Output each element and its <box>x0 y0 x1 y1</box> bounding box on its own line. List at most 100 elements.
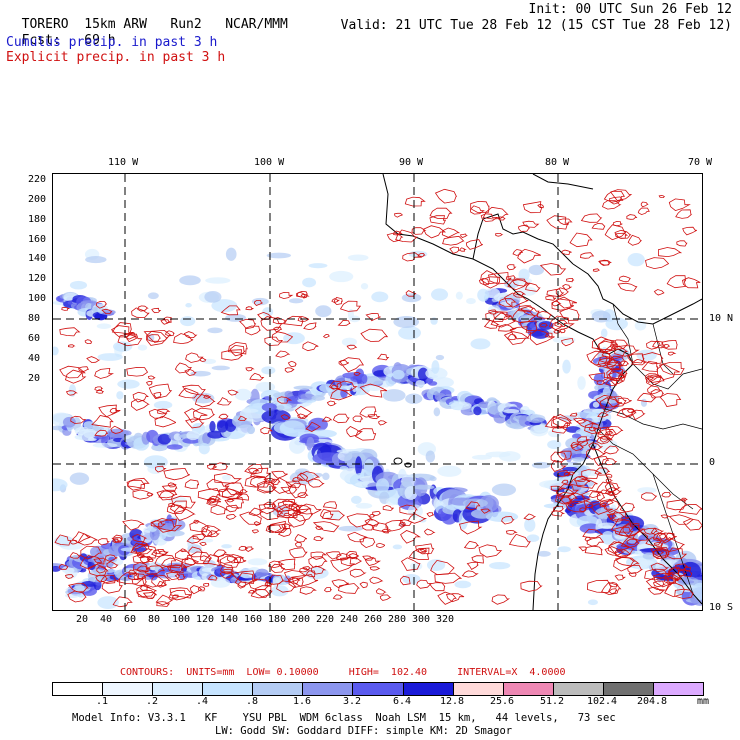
cumulus-precip-blob <box>311 395 325 401</box>
explicit-precip-contour <box>563 471 571 477</box>
cumulus-precip-blob <box>157 433 171 445</box>
explicit-precip-contour <box>133 573 147 581</box>
lon-label-80w: 80 W <box>545 157 570 168</box>
explicit-precip-contour <box>604 546 625 556</box>
explicit-precip-contour <box>678 569 693 578</box>
cumulus-precip-blob <box>425 450 436 463</box>
explicit-precip-contour <box>581 469 602 479</box>
explicit-precip-contour <box>218 413 229 420</box>
explicit-precip-contour <box>100 574 116 584</box>
colorbar-label: 204.8 <box>636 696 668 707</box>
explicit-precip-contour <box>333 296 343 306</box>
explicit-precip-contour <box>339 300 362 312</box>
explicit-precip-contour <box>557 495 565 500</box>
explicit-precip-contour <box>442 235 465 246</box>
explicit-precip-contour <box>365 313 381 322</box>
cumulus-precip-blob <box>627 253 645 267</box>
lon-label-90w: 90 W <box>399 157 424 168</box>
explicit-precip-contour <box>238 545 249 551</box>
explicit-precip-contour <box>87 563 109 577</box>
explicit-precip-contour <box>199 542 207 547</box>
explicit-precip-contour <box>339 357 365 373</box>
explicit-precip-contour <box>155 594 175 606</box>
explicit-precip-contour <box>213 549 228 558</box>
explicit-precip-contour <box>156 490 175 501</box>
y-grid-label: 200 <box>28 193 47 205</box>
cumulus-precip-blob <box>143 455 168 469</box>
explicit-precip-contour <box>666 547 688 560</box>
explicit-precip-contour <box>551 300 562 307</box>
explicit-precip-contour <box>661 492 672 498</box>
explicit-precip-contour <box>184 418 205 429</box>
explicit-precip-contour <box>552 414 573 428</box>
explicit-precip-contour <box>643 527 658 535</box>
explicit-precip-contour <box>359 537 376 549</box>
x-grid-label: 240 <box>340 614 359 625</box>
x-grid-label: 160 <box>244 614 263 625</box>
explicit-precip-contour <box>168 589 192 601</box>
cumulus-precip-blob <box>454 580 472 589</box>
explicit-precip-contour <box>289 547 308 559</box>
explicit-precip-contour <box>201 528 213 537</box>
explicit-precip-contour <box>158 518 183 532</box>
explicit-precip-contour <box>437 591 457 605</box>
explicit-precip-contour <box>190 551 213 565</box>
explicit-precip-contour <box>576 418 597 429</box>
explicit-precip-contour <box>620 536 640 548</box>
explicit-precip-contour <box>614 548 632 558</box>
explicit-precip-contour <box>58 563 69 570</box>
explicit-precip-contour <box>381 528 392 534</box>
explicit-precip-contour <box>495 233 504 237</box>
cumulus-precip-blob <box>186 430 200 441</box>
explicit-precip-contour <box>110 425 124 434</box>
explicit-precip-contour <box>106 561 119 569</box>
explicit-precip-contour <box>287 482 308 499</box>
cumulus-precip-blob <box>435 354 445 361</box>
cumulus-precip-blob <box>398 326 422 340</box>
explicit-precip-contour <box>652 340 666 349</box>
explicit-precip-contour <box>608 513 617 519</box>
explicit-precip-contour <box>180 548 188 553</box>
explicit-precip-contour <box>579 507 587 512</box>
explicit-precip-contour <box>678 504 702 515</box>
explicit-precip-contour <box>206 530 220 538</box>
explicit-precip-contour <box>586 447 606 460</box>
y-grid-label: 140 <box>28 253 47 265</box>
cumulus-precip-blob <box>528 264 545 276</box>
explicit-precip-contour <box>340 556 362 567</box>
explicit-precip-contour <box>189 520 211 533</box>
cumulus-precip-blob <box>339 385 352 390</box>
explicit-precip-contour <box>136 584 157 597</box>
explicit-precip-contour <box>606 473 613 478</box>
cumulus-precip-blob <box>255 568 269 579</box>
explicit-precip-contour <box>210 504 228 515</box>
explicit-precip-contour <box>193 407 216 421</box>
explicit-precip-contour <box>460 233 468 238</box>
cumulus-precip-blob <box>185 303 192 308</box>
lon-label-100w: 100 W <box>254 157 285 168</box>
explicit-precip-contour <box>376 542 386 549</box>
colorbar-swatch <box>203 683 254 695</box>
cumulus-precip-blob <box>564 508 572 514</box>
explicit-precip-contour <box>307 478 325 488</box>
explicit-precip-contour <box>97 538 110 546</box>
explicit-precip-contour <box>461 570 479 578</box>
explicit-precip-contour <box>117 333 143 347</box>
cumulus-precip-blob <box>518 268 530 281</box>
explicit-precip-contour <box>441 227 461 238</box>
explicit-precip-contour <box>577 440 589 447</box>
colorbar-swatch <box>303 683 354 695</box>
explicit-precip-contour <box>284 367 295 373</box>
explicit-precip-contour <box>209 495 222 503</box>
explicit-precip-contour <box>417 548 428 554</box>
explicit-precip-contour <box>146 381 153 386</box>
explicit-precip-contour <box>600 397 620 413</box>
explicit-precip-contour <box>267 524 288 533</box>
explicit-precip-contour <box>459 247 467 252</box>
cumulus-precip-blob <box>339 465 349 471</box>
colorbar-swatch <box>503 683 554 695</box>
explicit-precip-contour <box>595 394 623 408</box>
explicit-precip-contour <box>216 397 232 406</box>
cumulus-precip-blob <box>596 358 617 370</box>
explicit-precip-contour <box>399 519 413 526</box>
